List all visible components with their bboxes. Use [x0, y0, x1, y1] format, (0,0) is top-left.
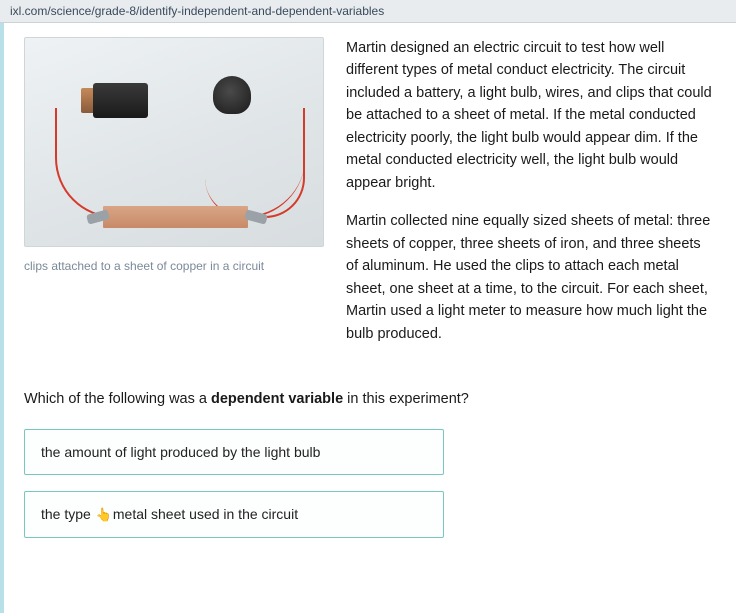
cursor-icon: 👆	[96, 507, 112, 523]
url-bar: ixl.com/science/grade-8/identify-indepen…	[0, 0, 736, 23]
battery-graphic	[93, 83, 148, 118]
question-bold: dependent variable	[211, 391, 343, 407]
question-text: Which of the following was a dependent v…	[24, 389, 716, 411]
circuit-image	[24, 37, 324, 247]
question-prefix: Which of the following was a	[24, 391, 211, 407]
passage-paragraph-2: Martin collected nine equally sized shee…	[346, 210, 716, 345]
page-content: clips attached to a sheet of copper in a…	[0, 23, 736, 613]
question-suffix: in this experiment?	[343, 391, 469, 407]
answer-option-1[interactable]: the amount of light produced by the ligh…	[24, 429, 444, 475]
bulb-graphic	[213, 76, 251, 114]
answer-option-2[interactable]: the type 👆metal sheet used in the circui…	[24, 491, 444, 538]
copper-sheet-graphic	[103, 206, 248, 228]
wire-graphic	[205, 108, 305, 218]
passage-paragraph-1: Martin designed an electric circuit to t…	[346, 37, 716, 194]
answer-option-2-label-pre: the type	[41, 506, 95, 522]
content-row: clips attached to a sheet of copper in a…	[24, 37, 716, 361]
url-text: ixl.com/science/grade-8/identify-indepen…	[10, 4, 384, 18]
answer-option-2-label-post: metal sheet used in the circuit	[113, 506, 298, 522]
figure-caption: clips attached to a sheet of copper in a…	[24, 259, 324, 275]
passage-column: Martin designed an electric circuit to t…	[346, 37, 716, 361]
answer-option-1-label: the amount of light produced by the ligh…	[41, 444, 320, 460]
figure-column: clips attached to a sheet of copper in a…	[24, 37, 324, 361]
